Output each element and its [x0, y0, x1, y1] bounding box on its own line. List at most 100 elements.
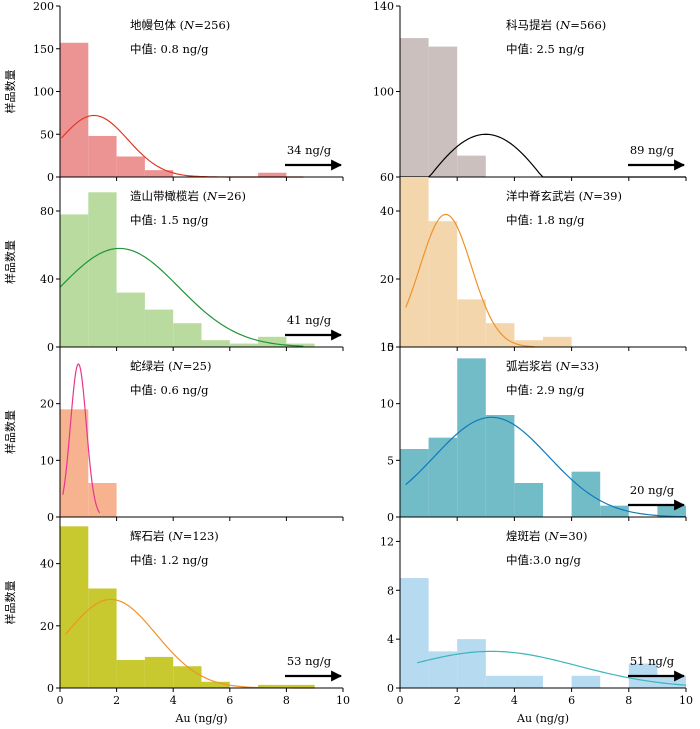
histogram-bar — [400, 38, 429, 177]
x-tick-label: 6 — [568, 694, 575, 707]
histogram-bar — [571, 675, 601, 688]
histogram-bar — [457, 358, 486, 517]
panel-median: 中值: 1.8 ng/g — [506, 213, 585, 227]
histogram-bar — [286, 343, 315, 347]
x-tick-label: 4 — [170, 694, 177, 707]
x-tick-label: 0 — [397, 694, 404, 707]
histogram-bar — [457, 155, 486, 177]
max-value-label: 34 ng/g — [287, 143, 332, 157]
histogram-bar — [201, 340, 230, 347]
y-tick-label: 0 — [387, 682, 394, 695]
panel-title: 蛇绿岩 (N=25) — [130, 359, 211, 373]
histogram-bar — [60, 214, 89, 347]
n-value: =25) — [183, 359, 212, 373]
fit-curve — [417, 650, 687, 686]
max-value-label: 51 ng/g — [630, 654, 675, 668]
y-tick-label: 12 — [380, 535, 394, 548]
histogram-bar — [173, 666, 202, 688]
y-axis-title: 样品数量 — [3, 70, 17, 114]
panel-8: 0 4 8 12 0 2 4 6 8 10 煌斑岩 (N=30) 中值:3.0 ng/g 51 ng/g… — [380, 517, 693, 725]
panel-rock-name: 造山带橄榄岩 ( — [130, 189, 207, 203]
panel-rock-name: 科马提岩 ( — [506, 18, 560, 32]
histogram-bar — [88, 588, 117, 688]
panel-median: 中值:3.0 ng/g — [506, 553, 581, 567]
y-tick-label: 40 — [380, 205, 394, 218]
y-axis-title: 样品数量 — [3, 410, 17, 454]
histogram-bar — [60, 409, 89, 517]
histogram-bar — [543, 336, 572, 347]
histogram-bar — [88, 135, 117, 177]
n-symbol: N — [559, 18, 571, 32]
y-tick-label: 10 — [380, 398, 394, 411]
histogram-bar — [286, 684, 315, 688]
histogram-bar — [60, 526, 89, 688]
y-tick-label: 10 — [40, 454, 54, 467]
histogram-bar — [144, 656, 174, 688]
panel-7: 0 20 40 0 2 4 6 8 10 辉石岩 (N=123) 中值: 1.2 ng/g 53 ng… — [3, 517, 350, 725]
y-tick-label: 150 — [33, 43, 54, 56]
histogram-bar — [657, 675, 686, 688]
y-tick-label: 100 — [373, 86, 394, 99]
histogram-bar — [428, 651, 458, 688]
y-tick-label: 80 — [40, 205, 54, 218]
histogram-bar — [258, 172, 287, 177]
n-value: =33) — [570, 359, 599, 373]
histogram-bar — [485, 323, 515, 347]
histogram-bar — [485, 675, 515, 688]
fit-curve — [405, 416, 687, 518]
n-value: =39) — [593, 189, 622, 203]
histogram-bar — [514, 483, 543, 517]
panel-2: 60 100 140 科马提岩 (N=566) 中值: 2.5 ng/g 89 ng/g — [373, 0, 687, 184]
y-tick-label: 200 — [33, 0, 54, 13]
panel-5: 0 10 20 蛇绿岩 (N=25) 中值: 0.6 ng/g 样品数量 — [3, 347, 344, 524]
panel-title: 地幔包体 (N=256) — [130, 18, 230, 32]
histogram-bar — [201, 681, 230, 688]
max-value-label: 41 ng/g — [287, 313, 332, 327]
y-tick-label: 0 — [47, 171, 54, 184]
y-tick-label: 0 — [47, 511, 54, 524]
panel-median: 中值: 2.5 ng/g — [506, 42, 585, 56]
histogram-bar — [428, 46, 458, 177]
histogram-bar — [400, 177, 429, 347]
panel-median: 中值: 0.6 ng/g — [130, 383, 209, 397]
panel-median: 中值: 0.8 ng/g — [130, 42, 209, 56]
panel-rock-name: 地幔包体 ( — [130, 18, 184, 32]
fit-curve — [405, 213, 535, 348]
x-tick-label: 2 — [113, 694, 120, 707]
panel-rock-name: 煌斑岩 ( — [506, 529, 549, 543]
panel-median: 中值: 1.5 ng/g — [130, 213, 209, 227]
x-tick-label: 4 — [511, 694, 518, 707]
y-axis-title: 样品数量 — [3, 240, 17, 284]
x-tick-label: 10 — [679, 694, 693, 707]
y-tick-label: 15 — [380, 341, 394, 354]
y-tick-label: 8 — [387, 584, 394, 597]
histogram-bar — [229, 343, 259, 347]
histogram-bar — [514, 675, 543, 688]
y-tick-label: 5 — [387, 454, 394, 467]
n-symbol: N — [206, 189, 218, 203]
y-tick-label: 100 — [33, 86, 54, 99]
x-tick-label: 2 — [454, 694, 461, 707]
histogram-bar — [60, 42, 89, 177]
panel-median: 中值: 1.2 ng/g — [130, 553, 209, 567]
histogram-bar — [400, 449, 429, 517]
histogram-bar — [657, 505, 686, 517]
n-value: =26) — [217, 189, 246, 203]
n-value: =566) — [570, 18, 606, 32]
panel-title: 洋中脊玄武岩 (N=39) — [506, 189, 622, 203]
panel-4: 0 20 40 洋中脊玄武岩 (N=39) 中值: 1.8 ng/g — [380, 177, 687, 354]
panel-title: 煌斑岩 (N=30) — [506, 529, 587, 543]
panel-title: 辉石岩 (N=123) — [130, 529, 219, 543]
y-tick-label: 140 — [373, 0, 394, 13]
n-symbol: N — [172, 359, 184, 373]
fit-curve — [59, 247, 304, 347]
x-axis-title: Au (ng/g) — [516, 712, 569, 725]
histogram-bar — [457, 639, 486, 688]
max-value-label: 89 ng/g — [630, 143, 675, 157]
panel-3: 0 40 80 造山带橄榄岩 (N=26) 中值: 1.5 ng/g 41 ng/g 样品数… — [3, 177, 344, 354]
histogram-bar — [571, 471, 601, 517]
histogram-bar — [116, 292, 145, 347]
x-tick-label: 10 — [336, 694, 350, 707]
panel-6: 0 5 10 15 弧岩浆岩 (N=33) 中值: 2.9 ng/g 20 ng/g — [380, 341, 687, 524]
panel-median: 中值: 2.9 ng/g — [506, 383, 585, 397]
